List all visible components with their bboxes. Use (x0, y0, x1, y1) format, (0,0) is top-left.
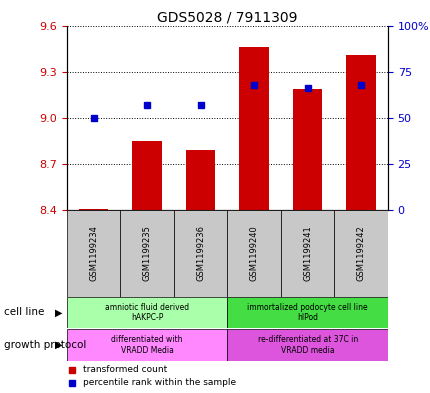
Bar (239, 47, 268, 210)
Text: GSM1199241: GSM1199241 (302, 226, 311, 281)
Text: amniotic fluid derived
hAKPC-P: amniotic fluid derived hAKPC-P (105, 303, 189, 322)
Bar (346, 55, 375, 210)
Bar (67, 210, 120, 297)
Bar (120, 210, 173, 297)
Text: ▶: ▶ (55, 340, 62, 350)
Text: GSM1199240: GSM1199240 (249, 226, 258, 281)
Bar (292, 89, 322, 210)
Bar (227, 297, 387, 328)
Text: differentiated with
VRADD Media: differentiated with VRADD Media (111, 335, 182, 355)
Bar (334, 210, 387, 297)
Text: percentile rank within the sample: percentile rank within the sample (83, 378, 236, 387)
Bar (67, 329, 227, 361)
Text: immortalized podocyte cell line
hIPod: immortalized podocyte cell line hIPod (247, 303, 367, 322)
Bar (227, 210, 280, 297)
Text: GSM1199236: GSM1199236 (196, 226, 205, 281)
Bar (227, 329, 387, 361)
Bar (67, 297, 227, 328)
Bar (79, 209, 108, 210)
Text: re-differentiated at 37C in
VRADD media: re-differentiated at 37C in VRADD media (257, 335, 357, 355)
Text: ▶: ▶ (55, 307, 62, 318)
Bar (280, 210, 334, 297)
Bar (132, 141, 161, 210)
Bar (185, 150, 215, 210)
Text: GSM1199234: GSM1199234 (89, 226, 98, 281)
Text: growth protocol: growth protocol (4, 340, 86, 350)
Text: cell line: cell line (4, 307, 45, 318)
Text: GSM1199242: GSM1199242 (356, 226, 365, 281)
Title: GDS5028 / 7911309: GDS5028 / 7911309 (157, 10, 297, 24)
Text: transformed count: transformed count (83, 365, 167, 374)
Text: GSM1199235: GSM1199235 (142, 226, 151, 281)
Bar (173, 210, 227, 297)
